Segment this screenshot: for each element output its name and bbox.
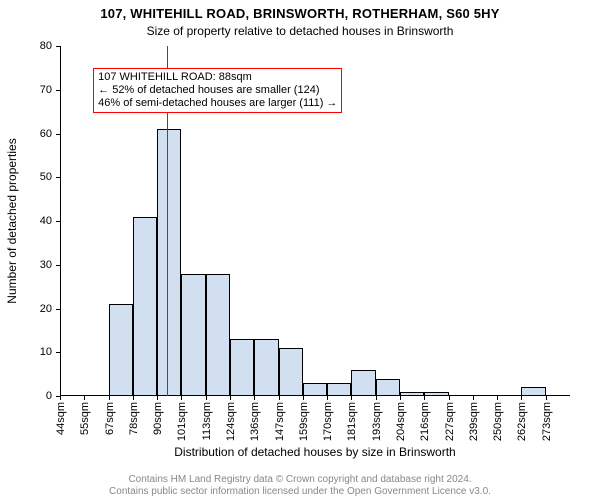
chart-title-line2: Size of property relative to detached ho… — [0, 24, 600, 38]
histogram-bar — [157, 129, 181, 396]
footer-line1: Contains HM Land Registry data © Crown c… — [0, 474, 600, 486]
x-tick-label: 136sqm — [249, 402, 261, 441]
y-tick-label: 20 — [28, 303, 52, 315]
y-axis-line — [60, 46, 61, 396]
histogram-bar — [206, 274, 230, 397]
y-tick-label: 60 — [28, 128, 52, 140]
x-tick-label: 204sqm — [395, 402, 407, 441]
x-tick-label: 101sqm — [176, 402, 188, 441]
x-tick-label: 250sqm — [492, 402, 504, 441]
histogram-bar — [424, 392, 448, 396]
x-tick-label: 181sqm — [346, 402, 358, 441]
histogram-bar — [109, 304, 133, 396]
histogram-bar — [230, 339, 254, 396]
y-axis-label-container: Number of detached properties — [12, 46, 26, 396]
x-tick-label: 273sqm — [541, 402, 553, 441]
x-tick-label: 159sqm — [298, 402, 310, 441]
x-tick-label: 124sqm — [225, 402, 237, 441]
x-tick-label: 90sqm — [152, 402, 164, 435]
y-axis-label: Number of detached properties — [5, 138, 19, 303]
annotation-line: 107 WHITEHILL ROAD: 88sqm — [98, 71, 337, 84]
histogram-bar — [351, 370, 375, 396]
footer-line2: Contains public sector information licen… — [0, 486, 600, 498]
annotation-box: 107 WHITEHILL ROAD: 88sqm← 52% of detach… — [93, 68, 342, 113]
y-tick-label: 10 — [28, 346, 52, 358]
x-tick-label: 216sqm — [419, 402, 431, 441]
x-axis-label: Distribution of detached houses by size … — [60, 445, 570, 459]
x-tick-label: 44sqm — [55, 402, 67, 435]
y-tick-label: 50 — [28, 171, 52, 183]
y-tick-label: 80 — [28, 40, 52, 52]
annotation-line: 46% of semi-detached houses are larger (… — [98, 97, 337, 110]
x-tick-label: 170sqm — [322, 402, 334, 441]
histogram-bar — [279, 348, 303, 396]
chart-figure: 107, WHITEHILL ROAD, BRINSWORTH, ROTHERH… — [0, 0, 600, 500]
y-tick-label: 40 — [28, 215, 52, 227]
histogram-bar — [376, 379, 400, 397]
histogram-bar — [254, 339, 278, 396]
y-tick-label: 70 — [28, 84, 52, 96]
histogram-bar — [303, 383, 327, 396]
x-tick-label: 239sqm — [468, 402, 480, 441]
y-tick-label: 0 — [28, 390, 52, 402]
y-tick-label: 30 — [28, 259, 52, 271]
x-tick-label: 262sqm — [516, 402, 528, 441]
histogram-bar — [327, 383, 351, 396]
histogram-bar — [400, 392, 424, 396]
footer-attribution: Contains HM Land Registry data © Crown c… — [0, 474, 600, 498]
x-tick-label: 147sqm — [274, 402, 286, 441]
x-tick-label: 67sqm — [104, 402, 116, 435]
annotation-line: ← 52% of detached houses are smaller (12… — [98, 84, 337, 97]
x-tick-label: 193sqm — [371, 402, 383, 441]
x-tick-label: 227sqm — [444, 402, 456, 441]
x-tick-label: 113sqm — [201, 402, 213, 440]
histogram-bar — [521, 387, 545, 396]
histogram-bar — [133, 217, 157, 396]
x-tick-label: 78sqm — [128, 402, 140, 435]
chart-title-line1: 107, WHITEHILL ROAD, BRINSWORTH, ROTHERH… — [0, 6, 600, 21]
plot-area: 0102030405060708044sqm55sqm67sqm78sqm90s… — [60, 46, 570, 396]
x-tick-label: 55sqm — [79, 402, 91, 435]
histogram-bar — [181, 274, 205, 397]
